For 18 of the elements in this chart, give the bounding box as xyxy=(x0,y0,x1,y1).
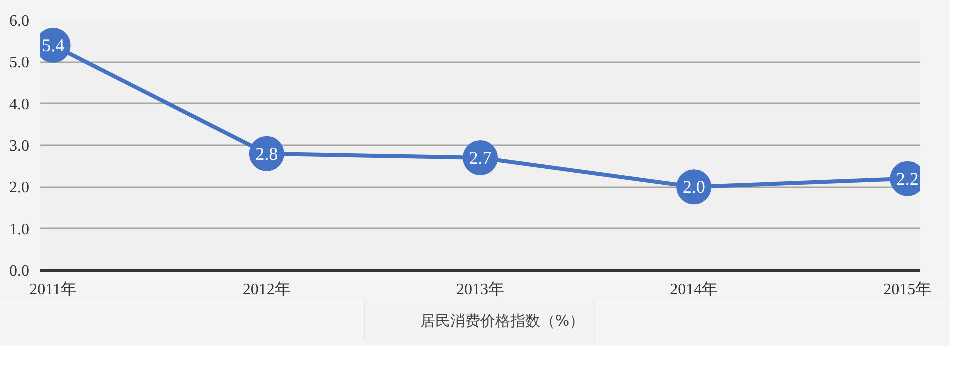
x-tick-label: 2015年 xyxy=(884,282,932,298)
x-tick-label: 2012年 xyxy=(242,282,291,298)
y-tick-label: 0.0 xyxy=(10,263,30,280)
data-label: 2.7 xyxy=(469,148,492,168)
data-label: 2.8 xyxy=(256,144,278,164)
y-tick-label: 2.0 xyxy=(10,180,30,197)
text: 居民消费价格指数（%） xyxy=(420,312,585,330)
x-tick-label: 2013年 xyxy=(456,282,504,298)
y-tick-label: 3.0 xyxy=(10,138,30,155)
y-tick-label: 5.0 xyxy=(10,54,30,72)
x-tick-label: 2011年 xyxy=(30,282,78,298)
data-label: 2.0 xyxy=(682,177,706,198)
y-tick-label: 1.0 xyxy=(10,221,30,238)
y-tick-label: 6.0 xyxy=(10,13,30,30)
y-tick-label: 4.0 xyxy=(10,96,30,114)
x-tick-label: 2014年 xyxy=(670,282,718,298)
data-label: 5.4 xyxy=(42,36,65,56)
data-label: 2.2 xyxy=(896,168,919,189)
